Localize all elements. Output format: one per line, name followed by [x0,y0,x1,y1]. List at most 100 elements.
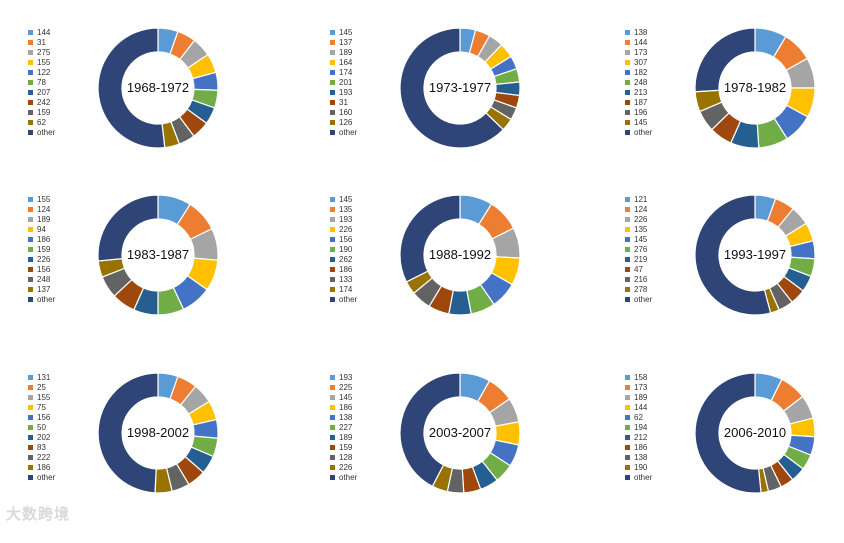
legend-item: 126 [330,118,357,128]
legend-swatch [330,394,335,400]
legend-swatch [625,374,630,380]
legend-item: 137 [330,38,357,48]
legend-swatch [330,474,335,480]
legend-swatch [28,286,33,292]
legend-label: 194 [634,423,648,432]
legend-label: 193 [339,373,353,382]
legend-label: 201 [339,78,353,87]
legend-item: 25 [28,383,55,393]
legend-item: 144 [625,403,652,413]
legend-label: 213 [634,88,648,97]
legend-item: other [330,295,357,305]
legend-label: 189 [37,215,51,224]
legend-label: 189 [339,433,353,442]
legend-label: 145 [339,195,353,204]
legend-item: 121 [625,195,652,205]
legend-label: 31 [339,98,348,107]
donut-panel-1983-1987: 155 124 189 94 186 159 226 156 248 137 other 1983-1… [28,194,308,365]
legend-item: 216 [625,275,652,285]
legend-swatch [330,444,335,450]
legend-swatch [330,119,335,125]
donut-center-label: 1998-2002 [127,425,189,440]
legend-item: 138 [330,413,357,423]
legend-item: 212 [625,433,652,443]
legend-swatch [28,374,33,380]
legend-swatch [28,89,33,95]
legend-item: 145 [330,195,357,205]
legend: 158 173 189 144 62 194 212 186 138 190 other [625,373,652,483]
legend-label: 94 [37,225,46,234]
legend-item: 186 [28,463,55,473]
legend-label: other [37,128,56,137]
donut-chart: 1978-1982 [694,27,816,149]
legend-item: 226 [625,215,652,225]
legend-label: 144 [37,28,51,37]
legend-label: 156 [37,413,51,422]
legend-swatch [625,414,630,420]
legend-label: 216 [634,275,648,284]
donut-slice-other [399,27,505,149]
legend-label: 135 [339,205,353,214]
legend-swatch [330,206,335,212]
legend-swatch [330,404,335,410]
legend-swatch [28,424,33,430]
legend-label: 138 [634,28,648,37]
legend-item: 155 [28,58,55,68]
legend-item: 160 [330,108,357,118]
legend-swatch [625,296,630,302]
legend-label: 242 [37,98,51,107]
legend-item: 202 [28,433,55,443]
legend-item: 189 [330,433,357,443]
legend-swatch [625,464,630,470]
legend-swatch [625,434,630,440]
legend-swatch [625,256,630,262]
legend-item: 196 [625,108,652,118]
legend-label: other [634,295,653,304]
legend-swatch [28,119,33,125]
legend-label: 138 [339,413,353,422]
legend-item: 122 [28,68,55,78]
legend-label: 226 [339,225,353,234]
legend-swatch [28,59,33,65]
legend-label: 78 [37,78,46,87]
legend-label: 137 [37,285,51,294]
legend-item: 226 [330,225,357,235]
legend-swatch [330,454,335,460]
legend-item: 226 [330,463,357,473]
legend-item: 156 [28,265,55,275]
legend: 193 225 145 186 138 227 189 159 128 226 other [330,373,357,483]
legend-swatch [625,246,630,252]
legend-item: 156 [330,235,357,245]
legend-swatch [625,444,630,450]
legend-swatch [625,226,630,232]
legend-label: 158 [634,373,648,382]
legend-item: 262 [330,255,357,265]
legend-item: 186 [330,265,357,275]
legend: 144 31 275 155 122 78 207 242 159 62 other [28,28,55,138]
donut-chart: 1998-2002 [97,372,219,494]
legend-label: 276 [634,245,648,254]
legend-item: 219 [625,255,652,265]
legend-swatch [330,79,335,85]
legend-item: 138 [625,453,652,463]
legend-label: 187 [634,98,648,107]
donut-slice-other [694,27,756,93]
legend-swatch [330,196,335,202]
legend-label: 128 [339,453,353,462]
legend-swatch [28,206,33,212]
legend-item: 193 [330,88,357,98]
legend-swatch [330,276,335,282]
legend-swatch [625,99,630,105]
legend-swatch [330,59,335,65]
legend-swatch [330,49,335,55]
donut-chart: 1988-1992 [399,194,521,316]
legend-swatch [28,99,33,105]
donut-panel-1993-1997: 121 124 226 135 145 276 219 47 216 278 other 1993-1… [625,194,844,365]
donut-slice-other [694,194,772,316]
legend-label: 124 [37,205,51,214]
legend-swatch [330,109,335,115]
legend: 131 25 155 75 156 50 202 83 222 186 other [28,373,55,483]
legend-swatch [625,29,630,35]
legend-item: 227 [330,423,357,433]
donut-slice-other [97,194,159,262]
